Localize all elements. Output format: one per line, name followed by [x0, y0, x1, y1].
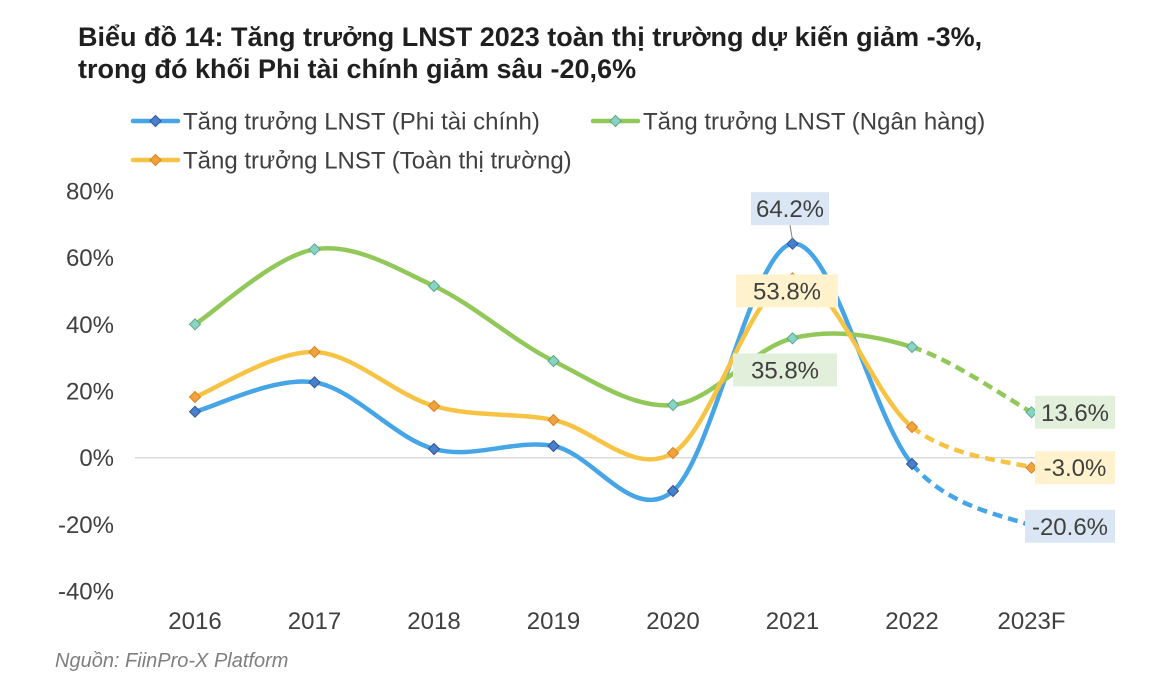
series-forecast-line-phi-tai-chinh	[910, 462, 1033, 529]
marker-ngan-hang-2016	[188, 318, 202, 331]
marker-ngan-hang-2022	[905, 340, 919, 354]
marker-phi-tai-chinh-2020	[666, 484, 680, 498]
legend-label-phi-tai-chinh: Tăng trưởng LNST (Phi tài chính)	[183, 109, 540, 136]
marker-ngan-hang-2018	[427, 279, 441, 293]
x-tick-label: 2017	[288, 608, 341, 635]
marker-phi-tai-chinh-2016	[188, 405, 202, 418]
chart-title-line-1: Biểu đồ 14: Tăng trưởng LNST 2023 toàn t…	[78, 22, 982, 52]
y-tick-label: -40%	[58, 579, 114, 606]
data-label-box-ngan-hang-2023f	[1035, 395, 1115, 429]
series-forecast-line-toan-thi-truong	[910, 425, 1033, 470]
marker-ngan-hang-2019	[547, 354, 560, 368]
marker-phi-tai-chinh-2019	[547, 439, 560, 453]
x-tick-label: 2018	[407, 608, 460, 635]
data-label-phi-tai-chinh-2023f: -20.6%	[1032, 514, 1108, 541]
marker-ngan-hang-2020	[666, 398, 680, 412]
data-label-ngan-hang-2023f: 13.6%	[1041, 400, 1109, 427]
series-line-phi-tai-chinh	[192, 241, 915, 503]
data-label-toan-thi-truong-2023f: -3.0%	[1044, 455, 1107, 482]
marker-phi-tai-chinh-2017	[308, 376, 321, 389]
x-tick-label: 2020	[646, 608, 699, 635]
legend-item-phi-tai-chinh: Tăng trưởng LNST (Phi tài chính)	[130, 109, 540, 136]
marker-ngan-hang-2017	[308, 243, 321, 256]
y-tick-label: 40%	[66, 312, 114, 339]
x-tick-label: 2019	[527, 608, 580, 635]
data-label-phi-tai-chinh-2021: 64.2%	[756, 196, 824, 223]
marker-toan-thi-truong-2019	[547, 413, 560, 427]
legend-marker-toan-thi-truong	[149, 153, 162, 167]
legend: Tăng trưởng LNST (Phi tài chính) Tăng tr…	[130, 109, 985, 175]
chart-title-line-2: trong đó khối Phi tài chính giảm sâu -20…	[78, 54, 636, 84]
x-tick-label: 2023F	[997, 608, 1065, 635]
legend-marker-ngan-hang	[609, 114, 622, 128]
source-note: Nguồn: FiinPro-X Platform	[55, 650, 288, 672]
data-label-box-toan-thi-truong-2023f	[1035, 451, 1115, 485]
data-labels: 64.2% -20.6% 35.8% 13.6% 53.8% -3.0%	[733, 192, 1115, 543]
marker-phi-tai-chinh-2018	[427, 442, 441, 456]
series-lines	[192, 241, 1033, 529]
marker-toan-thi-truong-2016	[188, 390, 202, 404]
marker-phi-tai-chinh-2021	[786, 237, 799, 250]
data-label-leader-phi-tai-chinh-2021	[789, 225, 793, 240]
data-label-ngan-hang-2021: 35.8%	[751, 357, 819, 384]
data-label-toan-thi-truong-2021: 53.8%	[753, 278, 821, 305]
series-forecast-line-ngan-hang	[911, 344, 1033, 415]
data-label-box-phi-tai-chinh-2023f	[1025, 509, 1115, 543]
legend-label-toan-thi-truong: Tăng trưởng LNST (Toàn thị trường)	[183, 148, 572, 175]
y-tick-label: 20%	[66, 379, 114, 406]
marker-toan-thi-truong-2020	[666, 446, 680, 460]
x-tick-label: 2016	[168, 608, 221, 635]
data-label-box-toan-thi-truong-2021	[736, 274, 838, 308]
y-tick-label: -20%	[58, 512, 114, 539]
marker-phi-tai-chinh-2022	[905, 457, 919, 471]
y-tick-label: 80%	[66, 179, 114, 206]
marker-toan-thi-truong-2017	[308, 345, 321, 359]
y-tick-label: 60%	[66, 245, 114, 272]
axes: 80% 60% 40% 20% 0% -20% -40% 2016 2017 2018 2019 20…	[58, 179, 1090, 635]
marker-ngan-hang-2021	[786, 332, 799, 345]
legend-label-ngan-hang: Tăng trưởng LNST (Ngân hàng)	[643, 109, 985, 136]
legend-item-toan-thi-truong: Tăng trưởng LNST (Toàn thị trường)	[130, 148, 572, 175]
data-label-box-ngan-hang-2021	[733, 353, 837, 387]
series-markers	[188, 237, 1038, 533]
y-tick-label: 0%	[79, 445, 114, 472]
marker-toan-thi-truong-2022	[905, 420, 919, 434]
data-label-box-phi-tai-chinh-2021	[751, 192, 829, 226]
legend-item-ngan-hang: Tăng trưởng LNST (Ngân hàng)	[590, 109, 985, 136]
legend-marker-phi-tai-chinh	[149, 114, 162, 128]
x-tick-label: 2022	[885, 608, 938, 635]
x-tick-label: 2021	[766, 608, 819, 635]
marker-toan-thi-truong-2018	[427, 399, 441, 413]
